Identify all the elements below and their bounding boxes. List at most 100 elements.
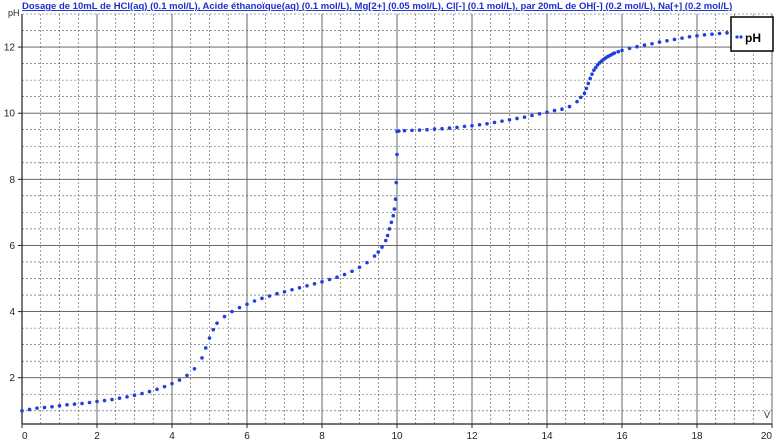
- data-point: [387, 227, 392, 231]
- data-point: [616, 49, 621, 54]
- data-point: [110, 397, 114, 402]
- data-point: [383, 238, 388, 243]
- data-point: [192, 366, 197, 371]
- data-point: [687, 35, 692, 39]
- data-point: [391, 213, 396, 218]
- data-point: [162, 384, 167, 389]
- data-point: [402, 128, 407, 133]
- x-tick-label: 6: [244, 431, 250, 442]
- data-point: [393, 197, 398, 201]
- data-point: [588, 76, 592, 81]
- data-point: [477, 122, 482, 127]
- data-point: [222, 314, 227, 319]
- x-tick-label: 14: [541, 431, 553, 442]
- data-point: [432, 127, 437, 131]
- data-point: [215, 321, 219, 325]
- data-point: [50, 405, 54, 409]
- data-point: [312, 282, 317, 286]
- axes: 0 2 4 6 8 10 12 14 16 18 20 2 4 6 8 10 12: [4, 14, 773, 442]
- data-point: [87, 400, 92, 405]
- data-point: [717, 31, 722, 36]
- legend-label: pH: [745, 31, 761, 45]
- data-point: [376, 250, 381, 254]
- x-tick-label: 18: [691, 431, 703, 442]
- data-point: [462, 124, 467, 129]
- data-point: [147, 389, 152, 394]
- y-tick-label: 10: [4, 109, 16, 120]
- y-axis-label: pH: [8, 8, 20, 18]
- data-point: [275, 291, 279, 296]
- data-point: [672, 37, 677, 42]
- data-point: [537, 112, 542, 116]
- data-point: [335, 275, 339, 279]
- data-point: [155, 387, 159, 392]
- x-tick-label: 10: [391, 431, 403, 442]
- data-point: [170, 381, 174, 386]
- data-point: [485, 121, 489, 126]
- data-point: [440, 126, 444, 131]
- data-point: [252, 299, 257, 303]
- data-point: [410, 128, 414, 133]
- legend-box: [730, 16, 774, 52]
- data-point: [117, 396, 122, 401]
- x-axis-label: V: [764, 410, 770, 420]
- data-series-ph: [20, 30, 744, 413]
- data-point: [620, 48, 624, 53]
- data-point: [35, 406, 39, 410]
- data-point: [177, 378, 182, 382]
- data-point: [394, 180, 399, 185]
- data-point: [665, 38, 669, 43]
- data-point: [680, 36, 684, 40]
- data-point: [515, 116, 519, 121]
- legend-marker: [739, 35, 743, 39]
- data-point: [380, 245, 384, 249]
- data-point: [27, 407, 32, 412]
- data-point: [657, 40, 662, 44]
- data-point: [389, 220, 394, 225]
- data-point: [552, 108, 557, 113]
- data-point: [586, 81, 591, 86]
- data-point: [385, 233, 390, 238]
- data-point: [237, 305, 242, 310]
- data-point: [327, 277, 332, 282]
- data-point: [447, 126, 452, 130]
- data-point: [635, 44, 639, 49]
- data-point: [185, 373, 189, 378]
- data-point: [42, 405, 47, 410]
- data-point: [582, 91, 587, 96]
- data-point: [305, 283, 309, 288]
- y-tick-label: 4: [9, 307, 15, 318]
- data-point: [507, 118, 512, 122]
- y-tick-label: 12: [4, 43, 16, 54]
- data-point: [290, 287, 294, 292]
- data-point: [710, 32, 714, 36]
- grid: [21, 13, 773, 424]
- x-tick-label: 16: [616, 431, 628, 442]
- data-point: [397, 129, 401, 133]
- x-tick-label: 20: [761, 431, 773, 442]
- data-point: [642, 43, 647, 47]
- data-point: [702, 33, 707, 37]
- data-point: [567, 104, 572, 109]
- data-point: [470, 123, 474, 128]
- data-point: [545, 110, 549, 115]
- data-point: [725, 31, 729, 35]
- data-point: [593, 65, 598, 70]
- legend[interactable]: pH: [730, 16, 774, 52]
- data-point: [342, 272, 347, 277]
- data-point: [372, 254, 377, 258]
- data-point: [200, 356, 204, 360]
- data-point: [95, 399, 99, 404]
- data-point: [350, 269, 354, 274]
- x-tick-label: 12: [466, 431, 478, 442]
- data-point: [80, 401, 84, 406]
- data-point: [260, 296, 264, 301]
- x-tick-label: 4: [169, 431, 175, 442]
- data-point: [530, 113, 534, 118]
- x-tick-label: 0: [22, 431, 28, 442]
- data-point: [365, 260, 369, 265]
- y-tick-label: 8: [9, 175, 15, 186]
- data-point: [592, 68, 596, 73]
